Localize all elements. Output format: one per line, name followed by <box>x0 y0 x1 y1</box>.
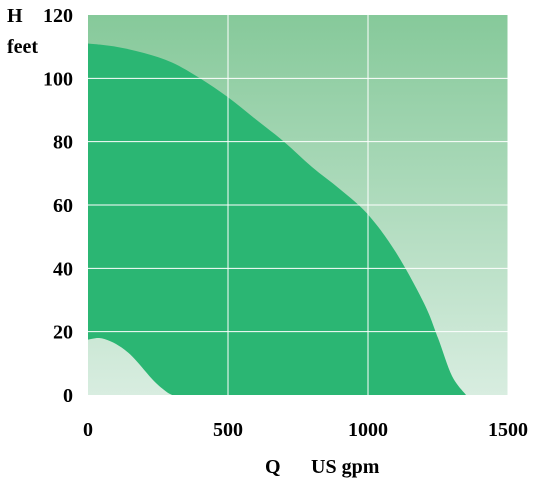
y-tick-label: 100 <box>43 68 73 90</box>
x-axis-label: Q <box>265 456 281 478</box>
y-tick-label: 120 <box>43 5 73 27</box>
x-axis-unit: US gpm <box>311 456 380 478</box>
x-tick-label: 0 <box>83 419 93 441</box>
operating-range-area <box>88 43 466 395</box>
y-tick-label: 80 <box>53 132 73 154</box>
x-tick-label: 1000 <box>348 419 388 441</box>
x-tick-label: 500 <box>213 419 243 441</box>
y-tick-label: 0 <box>63 385 73 407</box>
x-tick-label: 1500 <box>488 419 528 441</box>
y-axis-label: H <box>7 5 23 27</box>
grid-lines <box>88 15 509 395</box>
y-axis-unit: feet <box>7 36 38 58</box>
y-tick-label: 20 <box>53 322 73 344</box>
y-tick-label: 40 <box>53 258 73 280</box>
y-tick-label: 60 <box>53 195 73 217</box>
tick-labels: 0 500 1000 1500 0 20 40 60 80 100 120 <box>43 5 528 441</box>
